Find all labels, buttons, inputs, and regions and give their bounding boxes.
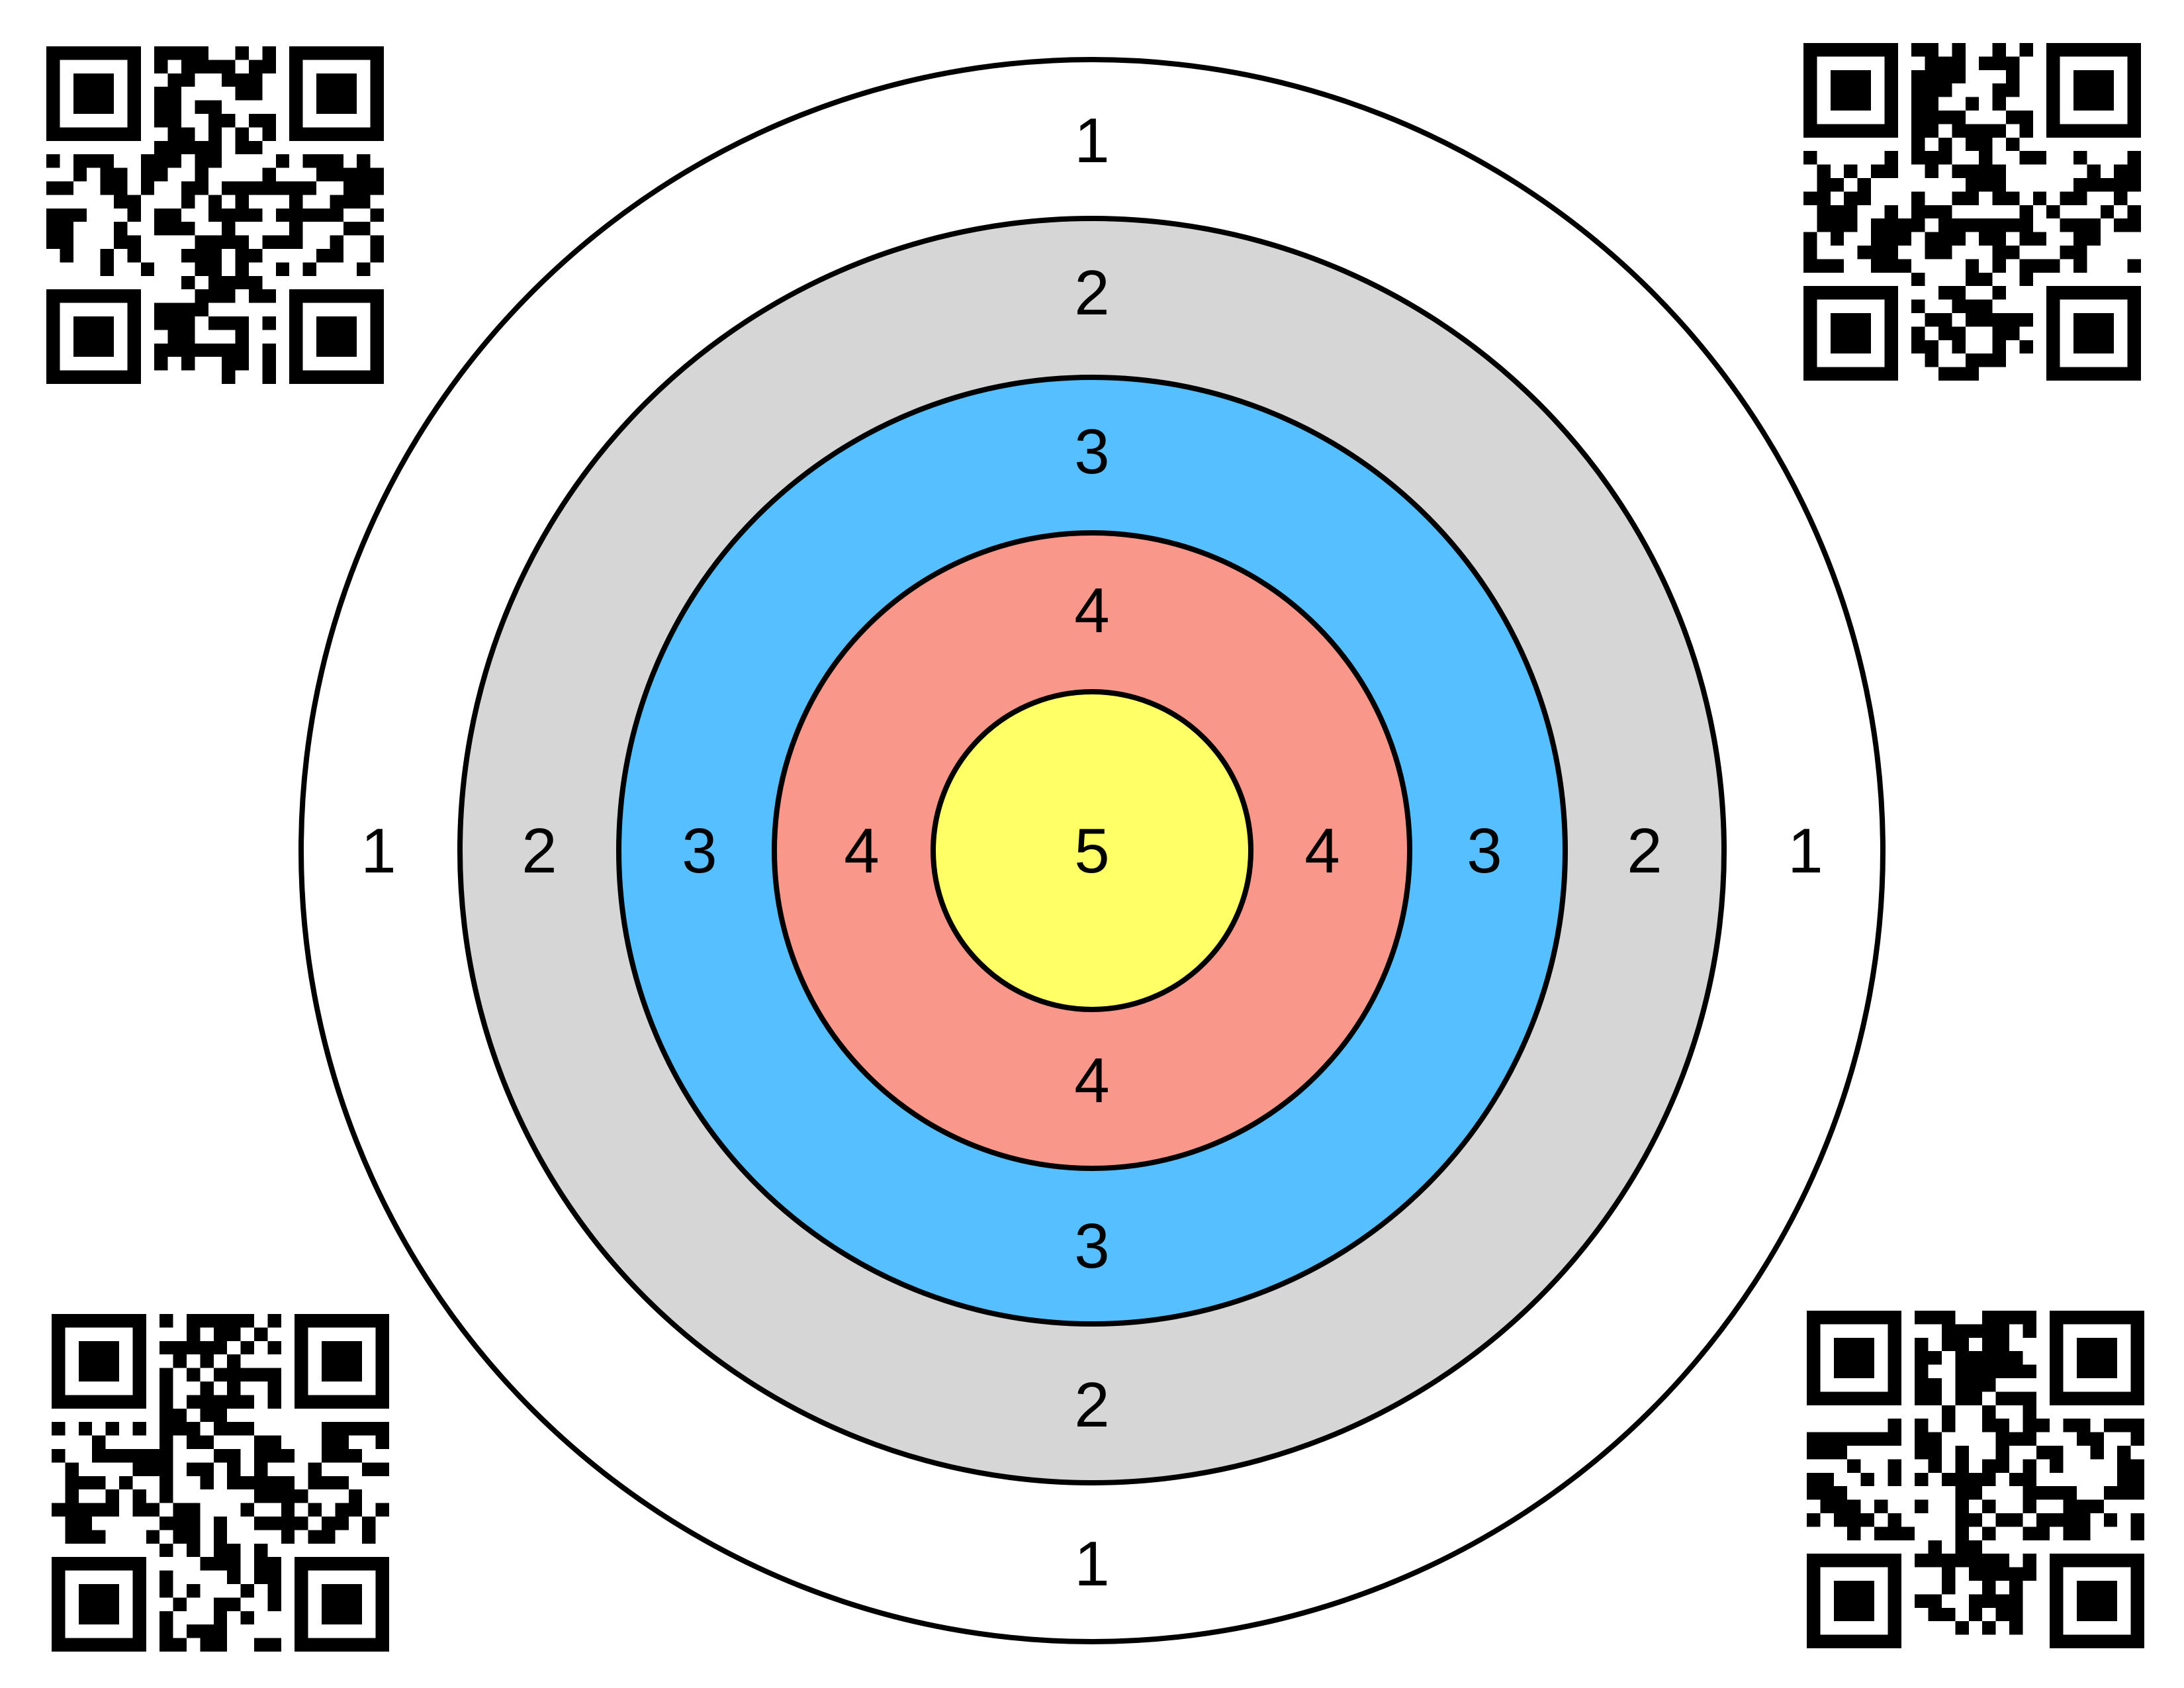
- score-label-ring-3-right: 3: [1467, 816, 1502, 886]
- qr-code-icon: [1803, 43, 2141, 381]
- score-label-ring-2-left: 2: [522, 816, 557, 886]
- qr-code-icon: [46, 46, 384, 384]
- target-ring-5: [931, 689, 1253, 1012]
- score-label-ring-1-left: 1: [361, 816, 396, 886]
- target-rings: [298, 57, 1886, 1644]
- score-label-center: 5: [1074, 816, 1109, 886]
- score-label-ring-1-bottom: 1: [1074, 1528, 1109, 1599]
- score-label-ring-4-left: 4: [844, 816, 879, 886]
- qr-code-icon: [1807, 1311, 2144, 1648]
- score-label-ring-2-top: 2: [1074, 258, 1109, 328]
- score-label-ring-3-bottom: 3: [1074, 1211, 1109, 1282]
- score-label-ring-3-top: 3: [1074, 416, 1109, 487]
- score-label-ring-3-left: 3: [682, 816, 717, 886]
- qr-code-icon: [52, 1314, 389, 1652]
- score-label-ring-2-bottom: 2: [1074, 1370, 1109, 1440]
- score-label-ring-2-right: 2: [1627, 816, 1662, 886]
- score-label-ring-4-top: 4: [1074, 575, 1109, 646]
- score-label-ring-1-top: 1: [1074, 105, 1109, 176]
- score-labels: 1 1 1 1 2 2 2 2 3 3 3 3 4 4 4 4 5: [361, 105, 1823, 1599]
- score-label-ring-4-bottom: 4: [1074, 1045, 1109, 1116]
- score-label-ring-4-right: 4: [1304, 816, 1340, 886]
- score-label-ring-1-right: 1: [1788, 816, 1823, 886]
